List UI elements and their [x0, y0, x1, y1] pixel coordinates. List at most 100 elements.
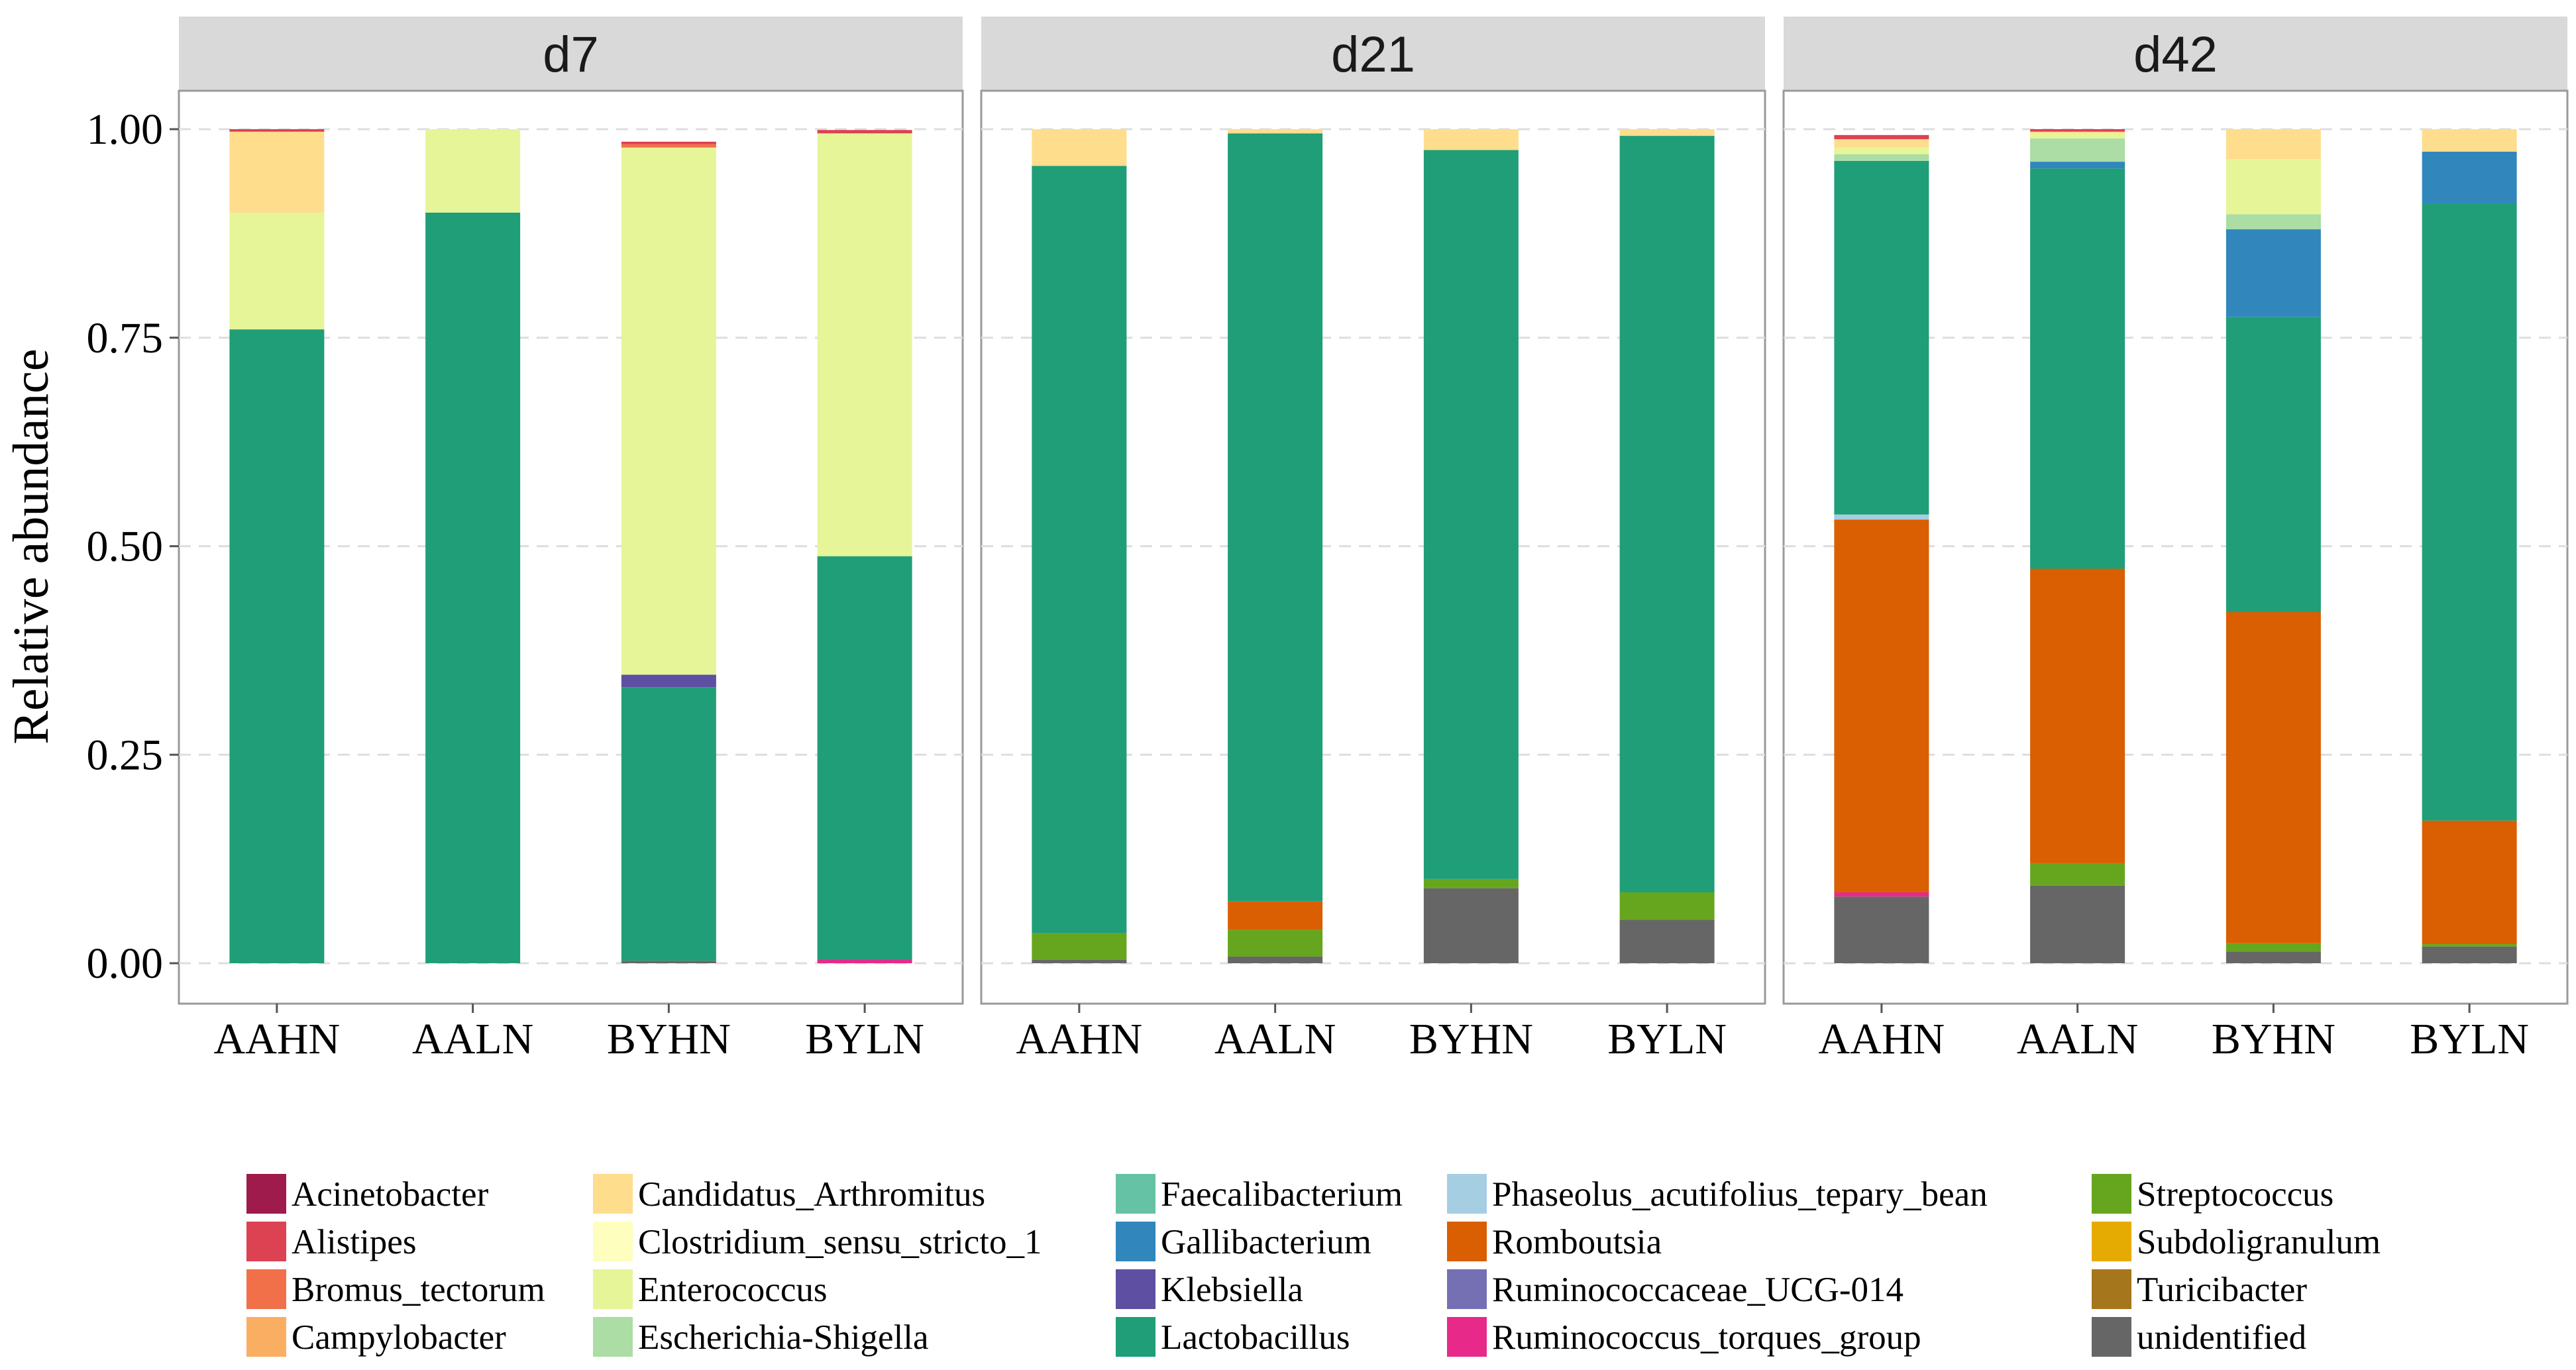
- facet-label: d42: [2133, 26, 2218, 83]
- legend-swatch: [1447, 1222, 1487, 1261]
- bar-segment-bromus-tectorum: [621, 144, 716, 148]
- bar-segment-escherichia-shigella: [2226, 214, 2321, 230]
- legend-item-acinetobacter: Acinetobacter: [246, 1174, 489, 1214]
- facet-strip: [981, 17, 1765, 91]
- legend-item-alistipes: Alistipes: [246, 1222, 416, 1261]
- legend-item-ruminococcus-torques-group: Ruminococcus_torques_group: [1447, 1317, 1921, 1357]
- legend-label: Faecalibacterium: [1161, 1175, 1403, 1214]
- y-tick-label: 1.00: [87, 105, 164, 154]
- legend-label: Ruminococcus_torques_group: [1492, 1318, 1921, 1357]
- bar-segment-lactobacillus: [2422, 203, 2517, 821]
- bar-segment-lactobacillus: [817, 556, 912, 960]
- bar-segment-lactobacillus: [1619, 136, 1715, 892]
- legend-item-phaseolus-acutifolius-tepary-bean: Phaseolus_acutifolius_tepary_bean: [1447, 1174, 1988, 1214]
- bar-segment-phaseolus-acutifolius-tepary-bean: [1834, 514, 1929, 520]
- bar-segment-klebsiella: [621, 674, 716, 688]
- legend-item-subdoligranulum: Subdoligranulum: [2092, 1222, 2381, 1261]
- legend-label: Campylobacter: [292, 1318, 506, 1357]
- bar-segment-enterococcus: [621, 147, 716, 675]
- bar-segment-streptococcus: [2030, 863, 2125, 886]
- bar-segment-unidentified: [1032, 959, 1127, 963]
- legend-item-ruminococcaceae-ucg-014: Ruminococcaceae_UCG-014: [1447, 1269, 1904, 1309]
- bar-d21-byln: [1619, 129, 1715, 963]
- x-tick-label: AALN: [412, 1015, 533, 1063]
- legend: Acinetobacter Alistipes Bromus_tectorum Cam…: [246, 1174, 2381, 1357]
- bar-segment-gallibacterium: [2422, 151, 2517, 204]
- legend-label: unidentified: [2137, 1318, 2306, 1357]
- bar-segment-escherichia-shigella: [2030, 138, 2125, 162]
- y-tick-label: 0.25: [87, 731, 164, 779]
- bar-segment-alistipes: [2030, 129, 2125, 132]
- legend-item-escherichia-shigella: Escherichia-Shigella: [593, 1317, 929, 1357]
- bar-segment-alistipes: [621, 141, 716, 144]
- x-tick-label: AAHN: [214, 1015, 341, 1063]
- facet-panel-d7: d7 AAHN AALN BYHN BYLN 0.00 0.25 0.50 0.75 1.00: [87, 17, 964, 1063]
- legend-label: Alistipes: [292, 1223, 416, 1261]
- legend-swatch: [2092, 1269, 2131, 1309]
- legend-label: Klebsiella: [1161, 1271, 1303, 1309]
- bar-segment-candidatus-arthromitus: [2226, 129, 2321, 160]
- x-tick-label: BYLN: [2410, 1015, 2529, 1063]
- bar-d42-byhn: [2226, 129, 2321, 963]
- bar-segment-unidentified: [1228, 956, 1323, 963]
- legend-label: Subdoligranulum: [2137, 1223, 2381, 1261]
- bar-segment-streptococcus: [1423, 878, 1519, 888]
- legend-swatch: [593, 1222, 633, 1261]
- legend-label: Acinetobacter: [292, 1175, 489, 1214]
- bar-segment-candidatus-arthromitus: [1834, 139, 1929, 148]
- legend-label: Enterococcus: [638, 1271, 827, 1309]
- x-tick-label: BYHN: [1409, 1015, 1533, 1063]
- bar-segment-gallibacterium: [2226, 229, 2321, 317]
- x-tick-label: BYLN: [805, 1015, 924, 1063]
- legend-label: Streptococcus: [2137, 1175, 2334, 1214]
- legend-label: Romboutsia: [1492, 1223, 1662, 1261]
- legend-swatch: [246, 1317, 286, 1357]
- legend-item-lactobacillus: Lactobacillus: [1116, 1317, 1350, 1357]
- legend-swatch: [1447, 1317, 1487, 1357]
- bar-segment-streptococcus: [2422, 944, 2517, 947]
- legend-swatch: [246, 1269, 286, 1309]
- legend-item-turicibacter: Turicibacter: [2092, 1269, 2307, 1309]
- legend-item-streptococcus: Streptococcus: [2092, 1174, 2334, 1214]
- x-tick-label: AAHN: [1819, 1015, 1945, 1063]
- legend-label: Turicibacter: [2137, 1271, 2307, 1309]
- bar-segment-romboutsia: [2030, 568, 2125, 863]
- x-tick-label: AALN: [2017, 1015, 2138, 1063]
- bar-segment-streptococcus: [1228, 929, 1323, 957]
- bar-d21-aaln: [1228, 129, 1323, 963]
- facet-strip: [179, 17, 963, 91]
- legend-item-unidentified: unidentified: [2092, 1317, 2306, 1357]
- bar-segment-lactobacillus: [1423, 150, 1519, 879]
- bar-segment-romboutsia: [1228, 901, 1323, 930]
- legend-item-gallibacterium: Gallibacterium: [1116, 1222, 1371, 1261]
- legend-swatch: [593, 1269, 633, 1309]
- bar-segment-candidatus-arthromitus: [2030, 131, 2125, 134]
- facet-label: d7: [543, 26, 599, 83]
- legend-swatch: [1116, 1174, 1155, 1214]
- legend-swatch: [593, 1174, 633, 1214]
- bar-segment-alistipes: [817, 130, 912, 134]
- y-tick-label: 0.50: [87, 523, 164, 571]
- bar-d42-byln: [2422, 129, 2517, 963]
- legend-item-clostridium-sensu-stricto-1: Clostridium_sensu_stricto_1: [593, 1222, 1042, 1261]
- legend-swatch: [2092, 1174, 2131, 1214]
- x-tick-label: AAHN: [1016, 1015, 1143, 1063]
- bar-segment-streptococcus: [1619, 892, 1715, 920]
- legend-label: Bromus_tectorum: [292, 1271, 545, 1309]
- y-tick-label: 0.00: [87, 939, 164, 988]
- legend-swatch: [2092, 1222, 2131, 1261]
- legend-label: Ruminococcaceae_UCG-014: [1492, 1271, 1904, 1309]
- facet-panel-d42: d42 AAHN AALN BYHN BYLN: [1782, 17, 2569, 1063]
- bar-segment-lactobacillus: [229, 329, 325, 963]
- bar-segment-lactobacillus: [2030, 168, 2125, 569]
- legend-swatch: [1447, 1269, 1487, 1309]
- legend-swatch: [246, 1222, 286, 1261]
- y-axis-title: Relative abundance: [3, 348, 59, 744]
- bar-segment-candidatus-arthromitus: [1228, 129, 1323, 134]
- x-tick-label: BYHN: [2212, 1015, 2335, 1063]
- legend-swatch: [2092, 1317, 2131, 1357]
- bar-d42-aaln: [2030, 129, 2125, 963]
- bar-segment-streptococcus: [2226, 943, 2321, 952]
- bar-segment-ruminococcus-torques-group: [1834, 892, 1929, 897]
- bar-segment-candidatus-arthromitus: [229, 131, 325, 213]
